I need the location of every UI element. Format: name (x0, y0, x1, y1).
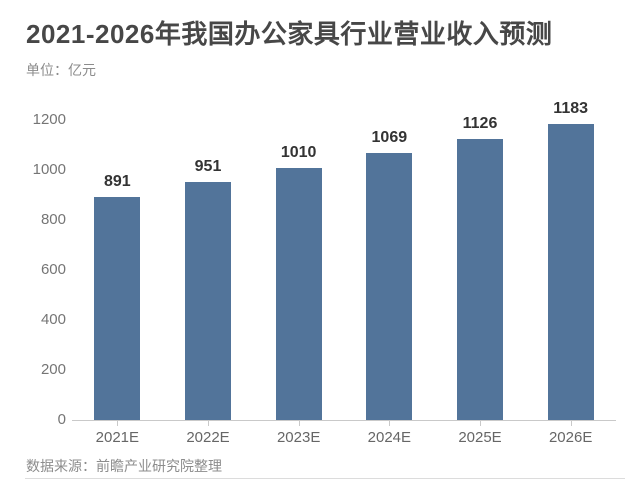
x-axis-category-label: 2023E (276, 429, 321, 446)
bar-2026E (547, 124, 594, 420)
bar-value-label: 1183 (553, 100, 589, 118)
bottom-divider (25, 478, 625, 479)
bar-2024E (366, 152, 413, 420)
y-axis-tick-label: 800 (40, 211, 66, 228)
y-axis-tick-label: 400 (40, 311, 66, 328)
page-title: 2021-2026年我国办公家具行业营业收入预测 (26, 19, 553, 49)
bar-value-label: 951 (194, 158, 222, 176)
y-axis-tick-label: 0 (57, 411, 66, 428)
bar-2021E (94, 197, 141, 420)
x-axis-tick (298, 420, 300, 426)
x-axis-category-label: 2022E (186, 429, 230, 446)
bar-value-label: 1126 (462, 114, 498, 132)
x-axis-category-label: 2025E (458, 429, 502, 446)
y-axis-tick-label: 600 (40, 261, 66, 278)
x-axis-tick (480, 420, 481, 426)
bar-value-label: 1010 (280, 143, 317, 161)
y-axis-tick-label: 200 (40, 361, 66, 378)
x-axis-tick (389, 420, 391, 426)
x-axis-category-label: 2026E (548, 429, 593, 446)
bar-2023E (275, 167, 322, 420)
y-axis-tick-label: 1200 (32, 111, 66, 128)
unit-label: 单位：亿元 (26, 62, 96, 78)
x-axis-category-label: 2024E (367, 429, 412, 446)
bar-2025E (457, 138, 503, 420)
bar-value-label: 1069 (371, 128, 408, 146)
y-axis-tick-label: 1000 (32, 161, 66, 178)
x-axis-tick (208, 420, 209, 426)
x-axis-tick (570, 420, 572, 426)
x-axis-category-label: 2021E (95, 429, 140, 446)
bar-2022E (185, 182, 231, 420)
data-source-label: 数据来源：前瞻产业研究院整理 (26, 458, 222, 474)
bar-chart-plot-area: 891 2021E 951 2022E 1010 2023E 1069 2024E 1126 20… (72, 100, 616, 446)
x-axis-tick (117, 420, 119, 426)
bar-value-label: 891 (103, 173, 131, 191)
